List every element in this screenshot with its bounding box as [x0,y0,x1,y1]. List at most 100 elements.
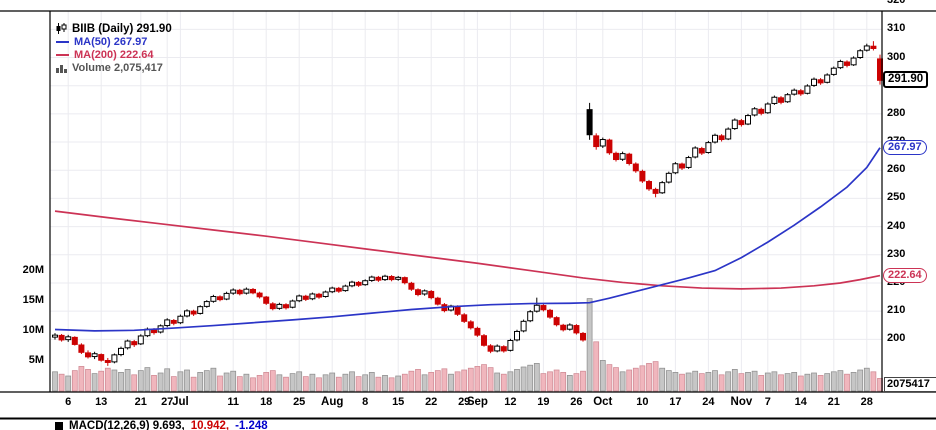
candle-body [797,90,804,95]
volume-bar [256,375,263,392]
volume-bar [705,372,712,392]
last-price-tag: 291.90 [883,71,929,89]
candle-body [118,347,124,356]
candle-body [566,324,573,330]
candle-body [335,287,342,292]
volume-bar [764,372,771,392]
candle-body [613,152,619,161]
ma50-line-icon [56,40,69,43]
volume-tick-label: 15M [22,294,44,306]
candle-body [322,291,329,298]
ma200-line-icon [56,53,69,56]
candle-body [844,61,850,66]
ma50-line [54,147,881,332]
candle-body [428,290,435,299]
volume-tick-label: 10M [22,324,44,336]
date-tick-label: 8 [362,396,369,408]
month-tick-label: Jul [172,396,189,408]
candle-body [329,287,336,293]
volume-bar [467,367,474,392]
volume-bar [316,377,322,392]
volume-bar [870,371,877,392]
volume-bars-icon [56,64,67,73]
symbol-title: BIIB (Daily) 291.90 [72,22,172,35]
ma200-label: MA(200) 222.64 [74,48,154,61]
candle-body [217,296,223,301]
volume-bar [342,373,349,392]
volume-bar [454,371,461,392]
volume-bar [243,373,250,392]
volume-bar [151,375,157,392]
candle-body [164,319,171,327]
volume-bar [137,370,144,392]
candle-body [52,334,58,338]
candle-body [817,79,824,84]
date-tick-label: 24 [702,396,715,408]
candle-body [857,50,864,59]
candle-body [98,354,105,361]
volume-bar [791,372,798,392]
price-tick-label: 210 [887,304,906,317]
candle-body [692,147,699,158]
candle-body [382,275,388,281]
volume-bar [771,371,778,392]
candle-body [230,289,237,294]
volume-bar [639,365,646,392]
candle-body [764,103,771,114]
volume-bar [500,373,507,392]
volume-bar [672,372,679,392]
candle-body [830,67,837,75]
volume-bar [230,370,237,392]
date-tick-label: 21 [827,396,840,408]
price-tick-label: 310 [887,22,906,35]
volume-bar [857,369,864,392]
volume-bar [778,374,784,392]
volume-bar [111,369,118,392]
volume-bar [421,374,428,392]
candle-body [375,276,382,281]
candle-body [223,292,230,300]
volume-bar [527,364,534,392]
date-tick-label: 27 [161,396,174,408]
candle-body [712,134,718,143]
volume-bar [553,369,560,392]
candle-body [190,310,197,315]
date-tick-label: 11 [227,396,240,408]
volume-bar [580,370,586,392]
price-tick-label: 230 [887,247,906,260]
candle-body [837,60,844,69]
volume-bar [679,373,685,392]
volume-bar [428,372,435,392]
candle-body [547,309,553,318]
candle-body [467,321,474,329]
candle-body [395,276,402,280]
candle-body [111,354,118,363]
volume-bar [613,367,619,392]
candle-body [705,142,712,153]
candle-body [500,346,507,352]
candle-body [408,282,415,290]
volume-bar [250,377,256,392]
volume-bar [494,372,501,392]
volume-bar [309,373,316,392]
candle-body [474,327,481,336]
candle-body [401,277,408,284]
volume-bar [362,374,369,392]
volume-bar [335,376,342,392]
candle-body [791,89,798,95]
volume-layer [52,298,883,392]
candle-body [236,289,243,295]
candle-body [626,153,633,164]
volume-bar [382,375,388,392]
volume-bar [170,376,177,392]
volume-bar [65,375,72,392]
candle-body [250,288,256,294]
date-tick-label: 22 [425,396,438,408]
volume-bar [811,372,817,392]
volume-bar [632,367,639,392]
candle-body [751,108,758,116]
volume-bar [533,363,540,392]
legend-ma200-row: MA(200) 222.64 [56,48,172,61]
volume-bar [665,370,672,392]
candle-body [659,182,666,194]
